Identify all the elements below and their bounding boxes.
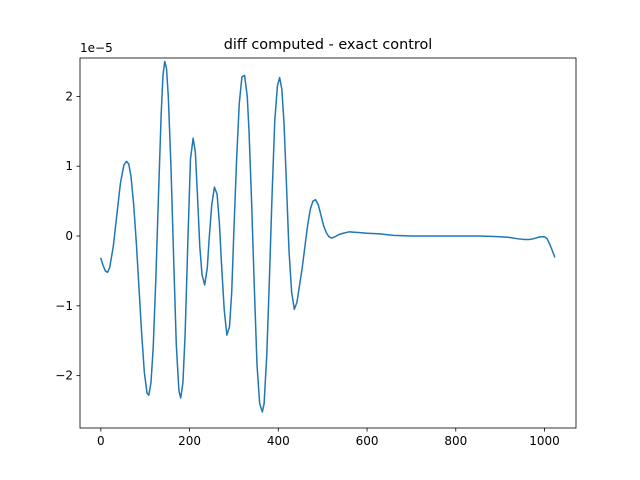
x-tick-label: 400 [267, 434, 290, 448]
y-axis: −2 −1 0 1 2 [55, 89, 80, 383]
x-tick-label: 1000 [529, 434, 560, 448]
x-tick-label: 800 [444, 434, 467, 448]
series-line-0 [100, 60, 556, 413]
x-tick-label: 0 [97, 434, 105, 448]
y-tick-label: 1 [65, 159, 73, 173]
y-tick-label: −2 [55, 369, 73, 383]
y-tick-label: 2 [65, 89, 73, 103]
chart-title: diff computed - exact control [224, 37, 433, 53]
plot-area [79, 57, 577, 429]
y-axis-offset-label: 1e−5 [80, 41, 113, 55]
x-tick-label: 200 [178, 434, 201, 448]
axes-frame [79, 57, 577, 429]
series-layer [100, 60, 556, 413]
x-tick-label: 600 [356, 434, 379, 448]
x-axis: 0 200 400 600 800 1000 [97, 428, 560, 448]
y-tick-label: −1 [55, 299, 73, 313]
y-tick-label: 0 [65, 229, 73, 243]
